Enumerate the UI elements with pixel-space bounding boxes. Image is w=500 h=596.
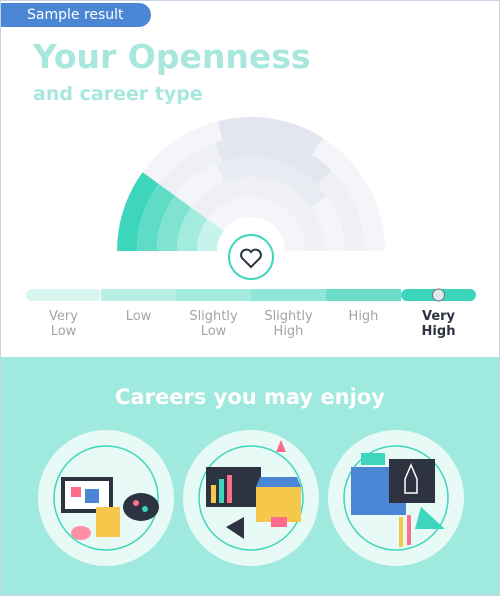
gauge-highlight [117,172,159,251]
scale-bar [26,288,476,302]
careers-section: Careers you may enjoy [1,357,499,595]
sample-badge: Sample result [1,3,151,27]
gauge-ring [117,117,385,251]
gauge-shade [216,157,328,208]
gauge-highlight [177,207,208,251]
scale-label: Slightly Low [189,309,238,339]
scale-segment [101,289,176,301]
scale-label: High [348,309,379,324]
career-illustrations [38,430,464,566]
heart-ring [228,234,274,280]
gauge-highlight [137,183,175,251]
scale-segment [251,289,326,301]
gauge-shade [215,137,332,185]
gauge-ring [177,177,325,251]
marketing-illustration [183,430,319,566]
scale-label: Slightly High [264,309,313,339]
subtitle: and career type [33,83,203,105]
title: Your Openness [33,37,311,76]
engineering-illustration [328,430,464,566]
gauge-highlight [157,195,192,251]
scale-segment [176,289,251,301]
careers-heading: Careers you may enjoy [115,385,385,409]
gauge-ring [197,197,305,251]
scale-label: Low [125,309,152,324]
gauge [117,117,385,285]
scale-segment [26,289,101,301]
gauge-highlight [197,219,224,251]
scale-segment [326,289,401,301]
gauge-shade [217,117,323,155]
scale-label: Very Low [49,309,78,339]
scale-knob [432,288,445,302]
heart-icon [240,248,262,269]
scale-label: Very High [421,309,456,339]
art-illustration [38,430,174,566]
